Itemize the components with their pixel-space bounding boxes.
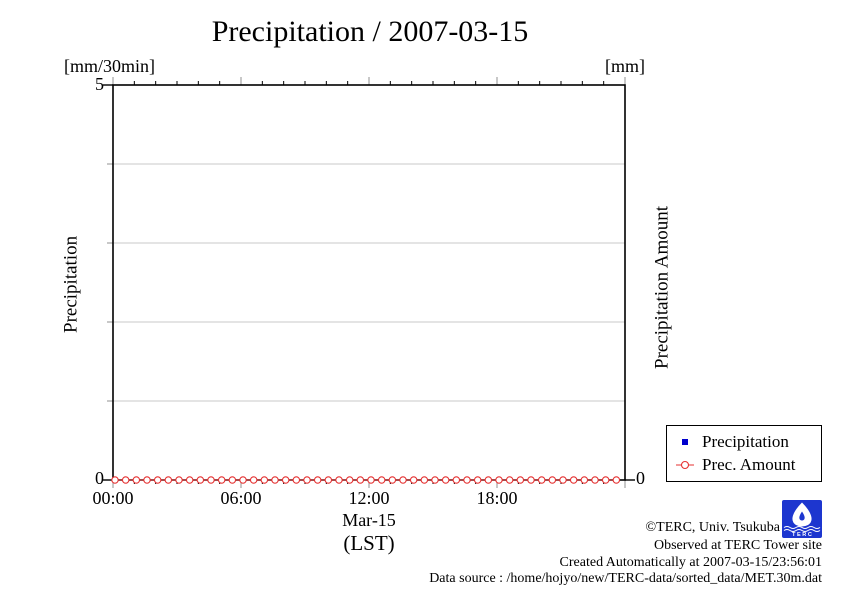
right-axis-unit: [mm]	[605, 56, 645, 76]
terc-logo-icon: T E R C	[782, 500, 822, 538]
prec-amount-marker-icon	[676, 461, 694, 470]
legend-label-prec-amount: Prec. Amount	[702, 455, 796, 475]
chart-title: Precipitation / 2007-03-15	[211, 15, 529, 48]
legend-item-prec-amount: Prec. Amount	[667, 455, 821, 475]
terc-logo-letters: T E R C	[792, 532, 812, 538]
footer-copyright: ©TERC, Univ. Tsukuba	[645, 520, 781, 535]
x-tick-label-0000: 00:00	[92, 488, 134, 508]
left-axis-max-label: 5	[95, 74, 104, 94]
right-axis-min-label: 0	[636, 468, 645, 488]
legend-item-precipitation: Precipitation	[667, 432, 821, 452]
precipitation-marker-icon	[682, 438, 688, 445]
x-axis-date-label: Mar-15	[342, 510, 396, 530]
right-axis-title: Precipitation Amount	[651, 205, 673, 369]
left-axis-title: Precipitation	[60, 235, 82, 333]
x-tick-label-1800: 18:00	[476, 488, 518, 508]
left-axis-min-label: 0	[95, 468, 104, 488]
footer-source: Data source : /home/hojyo/new/TERC-data/…	[429, 571, 822, 586]
left-axis-unit: [mm/30min]	[64, 56, 155, 76]
legend-box: Precipitation Prec. Amount	[666, 425, 822, 482]
footer-observed: Observed at TERC Tower site	[653, 538, 822, 553]
footer-created: Created Automatically at 2007-03-15/23:5…	[559, 555, 822, 570]
x-axis-timezone-label: (LST)	[343, 531, 395, 555]
legend-label-precipitation: Precipitation	[702, 431, 789, 451]
x-tick-label-1200: 12:00	[348, 488, 390, 508]
x-tick-label-0600: 06:00	[220, 488, 262, 508]
